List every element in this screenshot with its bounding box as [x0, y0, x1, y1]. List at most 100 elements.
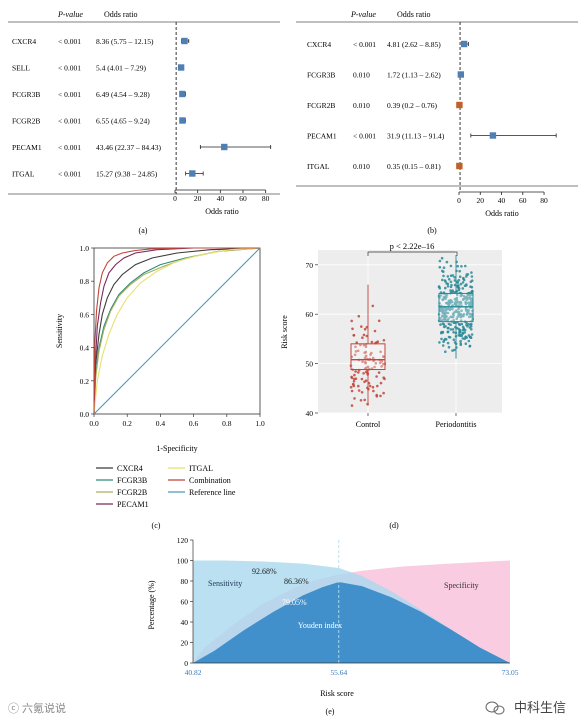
data-point [448, 300, 451, 304]
y-tick-label: 20 [181, 639, 189, 648]
e-spec-at-cut: 86.36% [284, 577, 309, 586]
x-tick-label: 40 [498, 196, 506, 205]
data-point [380, 365, 383, 368]
data-point [357, 314, 361, 318]
roc-curve-pecam1 [93, 247, 260, 415]
data-point [458, 334, 462, 338]
data-point [456, 264, 460, 268]
data-point [446, 285, 450, 288]
data-point [382, 391, 385, 395]
threshold-area-plot: 0 20 40 60 80 100 120 40.82 55.64 73.05 Sensitivi… [147, 536, 519, 716]
x-tick-label: 1.0 [255, 419, 265, 428]
data-point [375, 395, 379, 398]
data-point [350, 375, 353, 379]
data-point [457, 327, 461, 331]
data-point [451, 307, 454, 311]
data-point [441, 315, 444, 318]
data-point [465, 313, 469, 316]
data-point [462, 327, 466, 331]
data-point [365, 334, 369, 338]
data-point [350, 404, 354, 407]
data-point [460, 293, 464, 297]
x-tick-label: 20 [477, 196, 485, 205]
row-odds-ratio-text: 8.36 (5.75 – 12.15) [96, 37, 154, 46]
point-estimate [179, 90, 186, 98]
data-point [364, 360, 367, 364]
y-tick-label: 40 [306, 409, 314, 418]
data-point [362, 333, 366, 337]
data-point [464, 284, 468, 287]
data-point [354, 370, 357, 373]
data-point [382, 362, 385, 366]
row-odds-ratio-text: 1.72 (1.13 – 2.62) [387, 71, 441, 80]
data-point [468, 335, 472, 339]
d-plot-background [318, 250, 502, 413]
data-point [349, 385, 353, 389]
row-odds-ratio-text: 0.35 (0.15 – 0.81) [387, 162, 441, 171]
data-point [459, 343, 463, 347]
data-point [447, 317, 450, 320]
data-point [453, 348, 456, 352]
x-tick-label: 60 [239, 194, 247, 203]
data-point [382, 339, 386, 342]
data-point [452, 311, 456, 315]
data-point [357, 389, 361, 392]
data-point [461, 337, 465, 340]
y-tick-label: 60 [181, 598, 189, 607]
x-mark-label: 73.05 [502, 668, 519, 677]
data-point [452, 330, 455, 334]
data-point [470, 271, 473, 274]
row-pvalue: 0.010 [353, 101, 370, 110]
data-point [468, 301, 472, 305]
x-mark-label: 40.82 [185, 668, 202, 677]
data-point [373, 329, 377, 333]
x-tick-label: Control [356, 420, 381, 429]
data-point [457, 288, 461, 292]
data-point [362, 372, 365, 375]
data-point [464, 335, 467, 339]
data-point [354, 350, 358, 353]
data-point [459, 339, 462, 343]
data-point [457, 278, 461, 282]
data-point [360, 377, 364, 381]
data-point [449, 274, 453, 278]
data-point [467, 323, 470, 326]
e-xlabel: Risk score [320, 689, 354, 698]
point-estimate [456, 162, 463, 170]
data-point [456, 281, 460, 284]
data-point [364, 370, 368, 374]
legend-label: ITGAL [189, 464, 213, 473]
y-tick-label: 0.0 [80, 410, 90, 419]
data-point [470, 333, 474, 336]
data-point [447, 322, 451, 326]
data-point [445, 301, 449, 305]
y-tick-label: 0.6 [80, 310, 90, 319]
data-point [441, 298, 444, 301]
point-estimate [456, 101, 463, 109]
data-point [444, 280, 447, 283]
data-point [455, 293, 459, 297]
data-point [370, 340, 374, 344]
data-point [459, 282, 463, 286]
data-point [470, 328, 473, 331]
data-point [443, 337, 447, 341]
data-point [363, 327, 367, 331]
data-point [438, 259, 442, 263]
row-odds-ratio-text: 0.39 (0.2 – 0.76) [387, 101, 437, 110]
x-tick-label: 80 [540, 196, 548, 205]
point-estimate [179, 117, 186, 124]
data-point [438, 341, 441, 344]
data-point [442, 295, 446, 299]
row-odds-ratio-text: 6.49 (4.54 – 9.28) [96, 90, 150, 99]
y-tick-label: 0.2 [80, 377, 90, 386]
data-point [449, 315, 453, 319]
data-point [440, 256, 444, 260]
row-label-cxcr4: CXCR4 [12, 37, 36, 46]
data-point [355, 341, 359, 344]
d-significance-bracket [367, 251, 458, 256]
data-point [352, 377, 356, 381]
data-point [453, 276, 456, 279]
data-point [454, 297, 458, 301]
point-estimate [181, 37, 188, 45]
point-estimate [221, 143, 228, 151]
